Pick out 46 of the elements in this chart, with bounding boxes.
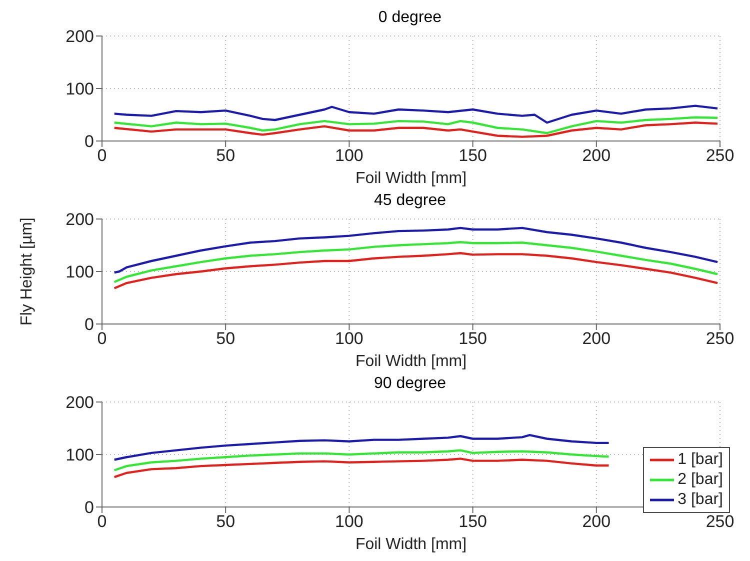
line-series [113, 241, 719, 284]
line-series [113, 252, 719, 290]
x-tick-label: 250 [706, 329, 734, 348]
line-series [113, 104, 719, 124]
y-tick-label: 100 [66, 446, 94, 465]
x-tick-label: 50 [216, 329, 236, 348]
x-axis-title: Foil Width [mm] [355, 353, 467, 370]
chart-title: 45 degree [372, 191, 448, 211]
x-tick-label: 150 [458, 146, 487, 166]
y-tick-label: 200 [66, 27, 94, 46]
x-tick-label: 0 [97, 329, 107, 348]
y-tick-label: 200 [66, 393, 94, 412]
legend-label: 1 [bar] [678, 450, 723, 470]
chart-title: 0 degree [377, 8, 443, 28]
legend-label: 2 [bar] [678, 470, 723, 490]
y-tick-label: 0 [84, 132, 94, 152]
x-axis-title: Foil Width [mm] [355, 170, 467, 187]
x-tick-label: 100 [335, 329, 364, 348]
chart-title: 90 degree [372, 374, 448, 394]
y-tick-label: 200 [66, 210, 94, 230]
legend-label: 3 [bar] [678, 490, 723, 510]
line-series [113, 434, 610, 461]
line-series [113, 116, 719, 134]
y-tick-label: 100 [66, 262, 94, 282]
y-axis-title: Fly Height [µm] [18, 218, 36, 326]
x-tick-label: 50 [216, 512, 236, 532]
x-tick-label: 250 [706, 146, 734, 166]
x-tick-label: 50 [216, 146, 236, 166]
x-tick-label: 0 [97, 512, 107, 532]
x-tick-label: 150 [458, 329, 487, 348]
line-series [113, 458, 610, 478]
x-tick-label: 150 [458, 512, 487, 532]
line-series [113, 122, 719, 138]
x-axis-title: Foil Width [mm] [355, 536, 467, 553]
line-series [113, 226, 719, 274]
x-tick-label: 200 [582, 146, 611, 166]
x-tick-label: 0 [97, 146, 107, 166]
x-tick-label: 100 [335, 146, 364, 166]
x-tick-label: 250 [706, 512, 734, 532]
x-tick-label: 100 [335, 512, 364, 532]
y-tick-label: 100 [66, 80, 94, 99]
line-series [113, 449, 610, 472]
y-tick-label: 0 [84, 315, 94, 334]
y-tick-label: 0 [84, 498, 94, 518]
x-tick-label: 200 [582, 512, 611, 532]
x-tick-label: 200 [582, 329, 611, 348]
